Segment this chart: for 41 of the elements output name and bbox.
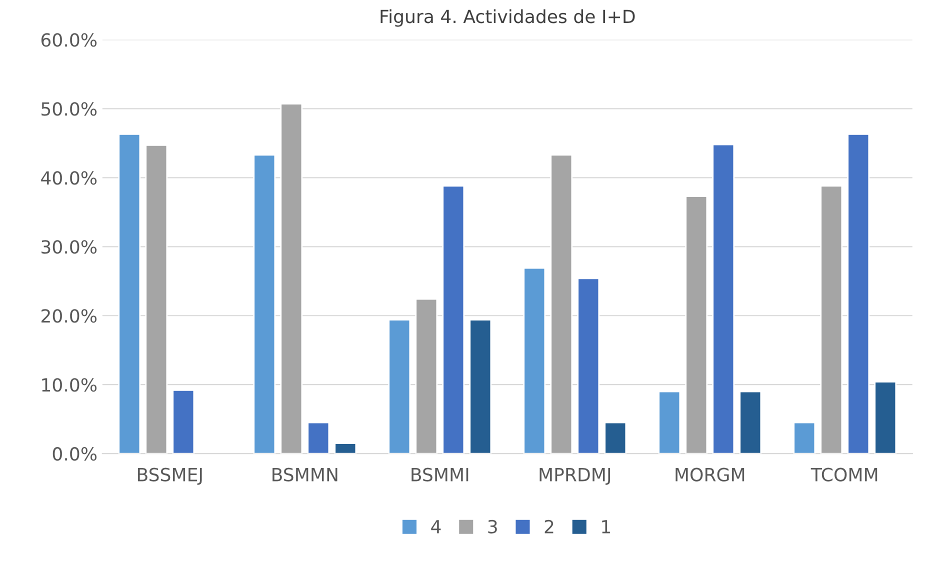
chart-title: Figura 4. Actividades de I+D [380, 9, 635, 27]
y-tick-label: 10.0% [42, 378, 97, 392]
legend-label: 4 [431, 520, 441, 534]
y-tick-label: 0.0% [52, 447, 97, 461]
y-tick-label: 30.0% [42, 240, 97, 254]
bar [658, 390, 681, 454]
bar [739, 390, 762, 454]
bar [523, 267, 546, 454]
bar [172, 389, 195, 454]
bar [388, 319, 411, 454]
x-tick-label: TCOMM [810, 468, 878, 482]
bar [253, 154, 276, 454]
x-tick-label: BSMMN [272, 468, 338, 482]
bar [685, 196, 708, 454]
bar [874, 381, 897, 454]
bar [847, 134, 870, 454]
bar [415, 298, 438, 454]
x-tick-label: BSSMEJ [138, 468, 202, 485]
legend-label: 3 [488, 520, 497, 534]
bar [442, 185, 465, 454]
legend-label: 1 [602, 520, 610, 534]
bar [577, 278, 600, 454]
bar [334, 442, 357, 454]
y-tick-label: 50.0% [42, 102, 97, 116]
bar [604, 422, 627, 454]
x-tick-label: BSMMI [412, 468, 468, 482]
legend-label: 2 [544, 520, 554, 534]
bar [118, 134, 141, 454]
bar [469, 319, 492, 454]
x-tick-label: MORGM [676, 468, 744, 482]
y-tick-label: 40.0% [41, 171, 97, 185]
x-tick-label: MPRDMJ [540, 468, 610, 485]
bar [280, 103, 303, 454]
bar [712, 144, 735, 454]
bar [145, 144, 168, 454]
y-tick-label: 20.0% [42, 309, 97, 323]
bar [550, 154, 573, 454]
bar [793, 422, 816, 454]
y-tick-label: 60.0% [41, 33, 97, 47]
bar [820, 185, 843, 454]
bar [307, 422, 330, 454]
